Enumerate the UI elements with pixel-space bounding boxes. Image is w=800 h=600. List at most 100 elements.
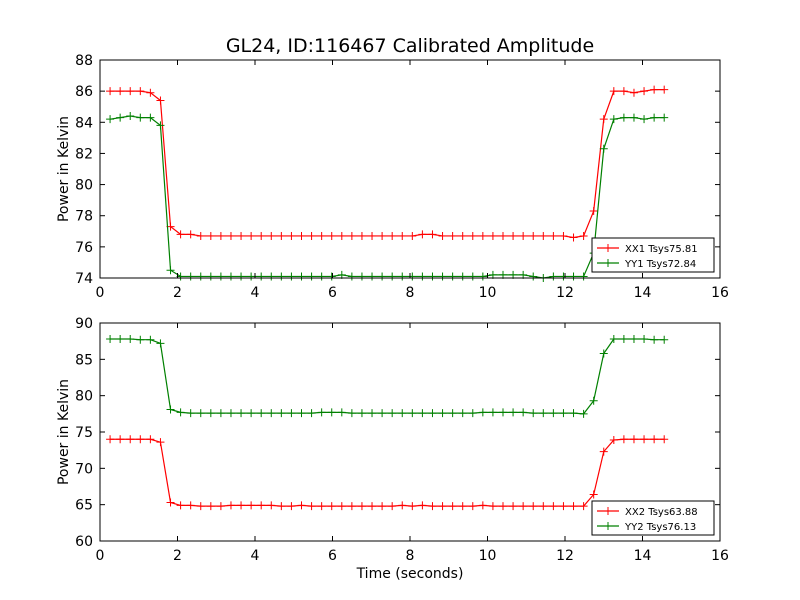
data-point xyxy=(619,87,628,96)
data-point xyxy=(297,231,306,240)
data-point xyxy=(468,272,477,281)
data-point xyxy=(287,231,296,240)
data-point xyxy=(499,502,507,511)
data-point xyxy=(237,409,246,418)
data-point xyxy=(468,231,477,240)
data-point xyxy=(307,272,316,281)
data-point xyxy=(126,435,135,444)
data-point xyxy=(559,272,568,281)
data-point xyxy=(287,502,296,511)
data-point xyxy=(247,501,256,510)
data-point xyxy=(569,502,578,511)
data-point xyxy=(116,87,125,96)
data-point xyxy=(640,87,649,96)
data-point xyxy=(337,231,346,240)
data-point xyxy=(368,272,377,281)
data-point xyxy=(398,501,407,510)
data-point xyxy=(347,502,356,511)
data-point xyxy=(378,409,387,418)
data-point xyxy=(619,435,628,444)
data-point xyxy=(609,115,618,124)
data-point xyxy=(629,435,638,444)
data-point xyxy=(146,88,155,97)
data-point xyxy=(559,231,568,240)
data-point xyxy=(136,335,145,344)
legend-label: YY1 Tsys72.84 xyxy=(624,259,696,270)
y-tick-label: 80 xyxy=(75,389,93,405)
bottom-panel: 0 2 4 6 8 10 12 14 16 60 65 70 75 80 85 90 Power in Kelv… xyxy=(56,316,729,582)
x-tick-label: 0 xyxy=(96,285,105,301)
data-point xyxy=(186,272,195,281)
data-point xyxy=(438,231,447,240)
data-point xyxy=(640,435,649,444)
data-point xyxy=(629,88,638,97)
x-tick-label: 16 xyxy=(711,548,729,564)
x-tick-label: 6 xyxy=(328,548,337,564)
data-point xyxy=(499,408,507,417)
data-point xyxy=(267,409,276,418)
y-tick-label: 78 xyxy=(75,209,93,225)
data-point xyxy=(458,231,467,240)
data-point xyxy=(176,230,185,239)
data-point xyxy=(357,409,366,418)
legend-marker xyxy=(604,522,612,530)
data-point xyxy=(277,231,286,240)
data-point xyxy=(347,409,356,418)
data-point xyxy=(569,409,578,418)
data-point xyxy=(156,96,165,105)
data-point xyxy=(529,502,538,511)
data-point xyxy=(267,231,276,240)
data-point xyxy=(650,85,659,94)
data-point xyxy=(599,349,608,358)
legend-marker xyxy=(604,244,612,252)
data-point xyxy=(277,409,286,418)
data-point xyxy=(368,231,377,240)
data-point xyxy=(579,502,588,511)
data-point xyxy=(549,409,558,418)
data-point xyxy=(388,409,397,418)
data-point xyxy=(468,409,477,418)
data-point xyxy=(297,409,306,418)
data-point xyxy=(458,409,467,418)
y-axis-label: Power in Kelvin xyxy=(56,116,72,222)
data-point xyxy=(317,231,326,240)
data-point xyxy=(418,409,427,418)
data-point xyxy=(327,231,336,240)
data-point xyxy=(398,231,407,240)
x-axis-label: Time (seconds) xyxy=(356,566,464,582)
data-point xyxy=(136,435,145,444)
data-point xyxy=(599,447,608,456)
y-tick-label: 74 xyxy=(75,271,93,287)
y-tick-label: 84 xyxy=(75,115,93,131)
data-point xyxy=(579,409,588,418)
data-point xyxy=(166,498,175,507)
data-point xyxy=(156,121,165,130)
data-point xyxy=(146,113,155,122)
data-point xyxy=(347,272,356,281)
data-point xyxy=(519,408,528,417)
series-1 xyxy=(106,435,669,511)
data-point xyxy=(106,334,115,343)
data-point xyxy=(368,409,377,418)
x-tick-label: 10 xyxy=(479,548,497,564)
data-point xyxy=(357,502,366,511)
data-point xyxy=(599,115,608,124)
data-point xyxy=(569,272,578,281)
data-point xyxy=(347,231,356,240)
x-tick-label: 16 xyxy=(711,285,729,301)
data-point xyxy=(156,339,165,348)
data-point xyxy=(428,409,437,418)
data-point xyxy=(609,435,618,444)
y-tick-label: 85 xyxy=(75,352,93,368)
data-point xyxy=(388,272,397,281)
data-point xyxy=(257,272,266,281)
data-point xyxy=(146,435,155,444)
data-point xyxy=(357,272,366,281)
y-tick-label: 75 xyxy=(75,425,93,441)
data-point xyxy=(216,502,225,511)
data-point xyxy=(327,408,336,417)
data-point xyxy=(216,272,225,281)
data-point xyxy=(186,409,195,418)
data-point xyxy=(650,435,659,444)
